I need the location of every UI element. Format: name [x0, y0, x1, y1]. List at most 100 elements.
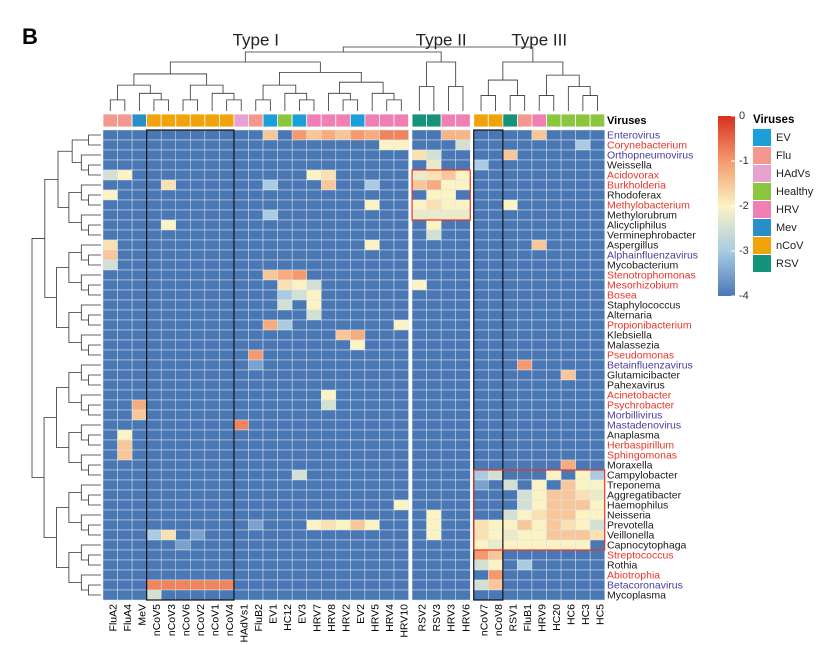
heatmap-cell — [589, 549, 605, 561]
heatmap-cell — [393, 369, 409, 381]
heatmap-cell — [426, 209, 442, 221]
dendrogram — [71, 139, 89, 163]
heatmap-cell — [262, 449, 278, 461]
heatmap-cell — [440, 389, 456, 401]
heatmap-cell — [219, 459, 235, 471]
heatmap-cell — [291, 469, 307, 481]
heatmap-cell — [379, 269, 395, 281]
heatmap-cell — [393, 209, 409, 221]
heatmap-cell — [502, 259, 518, 271]
column-label: FluB2 — [253, 604, 265, 632]
heatmap-cell — [190, 319, 206, 331]
heatmap-cell — [131, 409, 147, 421]
heatmap-cell — [277, 319, 293, 331]
heatmap-cell — [306, 139, 322, 151]
heatmap-cell — [546, 579, 562, 591]
heatmap-cell — [426, 449, 442, 461]
heatmap-cell — [473, 529, 489, 541]
heatmap-cell — [233, 439, 249, 451]
heatmap-cell — [306, 349, 322, 361]
heatmap-cell — [440, 589, 456, 601]
heatmap-cell — [117, 499, 133, 511]
heatmap-cell — [488, 179, 504, 191]
heatmap-cell — [160, 199, 176, 211]
heatmap-cell — [411, 189, 427, 201]
heatmap-cell — [517, 539, 533, 551]
heatmap-cell — [219, 259, 235, 271]
heatmap-cell — [517, 369, 533, 381]
heatmap-cell — [190, 329, 206, 341]
heatmap-cell — [440, 479, 456, 491]
heatmap-cell — [335, 269, 351, 281]
row-label: Stenotrophomonas — [607, 269, 696, 281]
heatmap-cell — [335, 409, 351, 421]
heatmap-cell — [160, 569, 176, 581]
heatmap-cell — [440, 249, 456, 261]
heatmap-cell — [426, 519, 442, 531]
heatmap-cell — [350, 139, 366, 151]
heatmap-cell — [277, 129, 293, 141]
heatmap-cell — [589, 389, 605, 401]
heatmap-cell — [393, 199, 409, 211]
heatmap-cell — [131, 239, 147, 251]
heatmap-cell — [440, 239, 456, 251]
heatmap-cell — [488, 299, 504, 311]
heatmap-cell — [233, 509, 249, 521]
heatmap-cell — [219, 349, 235, 361]
dendrogram — [426, 61, 457, 87]
heatmap-cell — [248, 469, 264, 481]
heatmap-cell — [102, 129, 118, 141]
heatmap-cell — [321, 409, 337, 421]
heatmap-cell — [473, 359, 489, 371]
heatmap-cell — [204, 449, 220, 461]
heatmap-cell — [248, 159, 264, 171]
heatmap-cell — [411, 389, 427, 401]
heatmap-cell — [321, 359, 337, 371]
heatmap-cell — [517, 479, 533, 491]
heatmap-cell — [146, 539, 162, 551]
heatmap-cell — [102, 369, 118, 381]
heatmap-cell — [233, 309, 249, 321]
heatmap-cell — [190, 269, 206, 281]
heatmap-cell — [488, 129, 504, 141]
heatmap-cell — [502, 539, 518, 551]
heatmap-cell — [426, 539, 442, 551]
heatmap-cell — [335, 349, 351, 361]
heatmap-cell — [411, 129, 427, 141]
heatmap-cell — [575, 339, 591, 351]
heatmap-cell — [364, 559, 380, 571]
heatmap-cell — [560, 199, 576, 211]
heatmap-cell — [546, 279, 562, 291]
heatmap-cell — [335, 199, 351, 211]
heatmap-cell — [291, 319, 307, 331]
heatmap-cell — [589, 539, 605, 551]
heatmap-cell — [531, 389, 547, 401]
heatmap-cell — [204, 369, 220, 381]
dendrogram — [109, 99, 126, 111]
heatmap-cell — [531, 289, 547, 301]
heatmap-cell — [393, 309, 409, 321]
heatmap-cell — [248, 149, 264, 161]
heatmap-cell — [440, 559, 456, 571]
heatmap-cell — [411, 579, 427, 591]
heatmap-cell — [117, 379, 133, 391]
heatmap-cell — [146, 509, 162, 521]
heatmap-cell — [560, 569, 576, 581]
heatmap-cell — [146, 169, 162, 181]
heatmap-cell — [379, 579, 395, 591]
heatmap-cell — [531, 569, 547, 581]
legend-title: Viruses — [753, 114, 794, 126]
heatmap-cell — [204, 499, 220, 511]
annotation-cell — [411, 113, 427, 128]
column-label: HC12 — [282, 604, 294, 631]
heatmap-cell — [546, 519, 562, 531]
heatmap-cell — [306, 179, 322, 191]
heatmap-cell — [364, 269, 380, 281]
heatmap-cell — [364, 369, 380, 381]
heatmap-cell — [321, 399, 337, 411]
heatmap-cell — [473, 269, 489, 281]
dendrogram — [68, 372, 82, 403]
heatmap-cell — [364, 579, 380, 591]
heatmap-cell — [219, 429, 235, 441]
heatmap-cell — [426, 309, 442, 321]
